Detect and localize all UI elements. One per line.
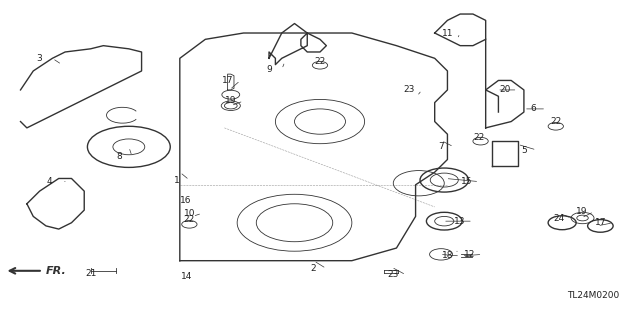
Text: 12: 12	[464, 250, 476, 259]
Text: 22: 22	[474, 133, 485, 142]
Text: 15: 15	[461, 177, 472, 186]
Text: FR.: FR.	[46, 266, 67, 276]
Text: 5: 5	[521, 145, 527, 154]
Text: 8: 8	[116, 152, 122, 161]
Text: 11: 11	[442, 28, 453, 38]
Text: 22: 22	[184, 215, 195, 224]
Text: 14: 14	[180, 272, 192, 281]
Text: 19: 19	[225, 97, 237, 106]
Text: 6: 6	[531, 104, 536, 113]
Text: 4: 4	[46, 177, 52, 186]
Text: 3: 3	[36, 54, 42, 63]
Text: 18: 18	[442, 251, 453, 260]
Text: 23: 23	[404, 85, 415, 94]
Text: 13: 13	[454, 217, 466, 226]
Text: 9: 9	[266, 65, 272, 74]
Text: 24: 24	[554, 213, 564, 222]
Text: 22: 22	[314, 57, 326, 66]
Text: 7: 7	[438, 142, 444, 151]
Text: 16: 16	[180, 196, 192, 205]
Text: 20: 20	[499, 85, 511, 94]
Text: TL24M0200: TL24M0200	[567, 291, 620, 300]
Text: 10: 10	[184, 209, 195, 218]
Text: 17: 17	[222, 76, 234, 85]
Text: 2: 2	[311, 264, 316, 273]
Text: 1: 1	[173, 175, 179, 185]
Text: 19: 19	[575, 207, 587, 216]
Text: 17: 17	[595, 218, 606, 227]
Text: 22: 22	[550, 117, 561, 126]
Text: 21: 21	[85, 269, 96, 278]
Text: 23: 23	[388, 271, 399, 279]
